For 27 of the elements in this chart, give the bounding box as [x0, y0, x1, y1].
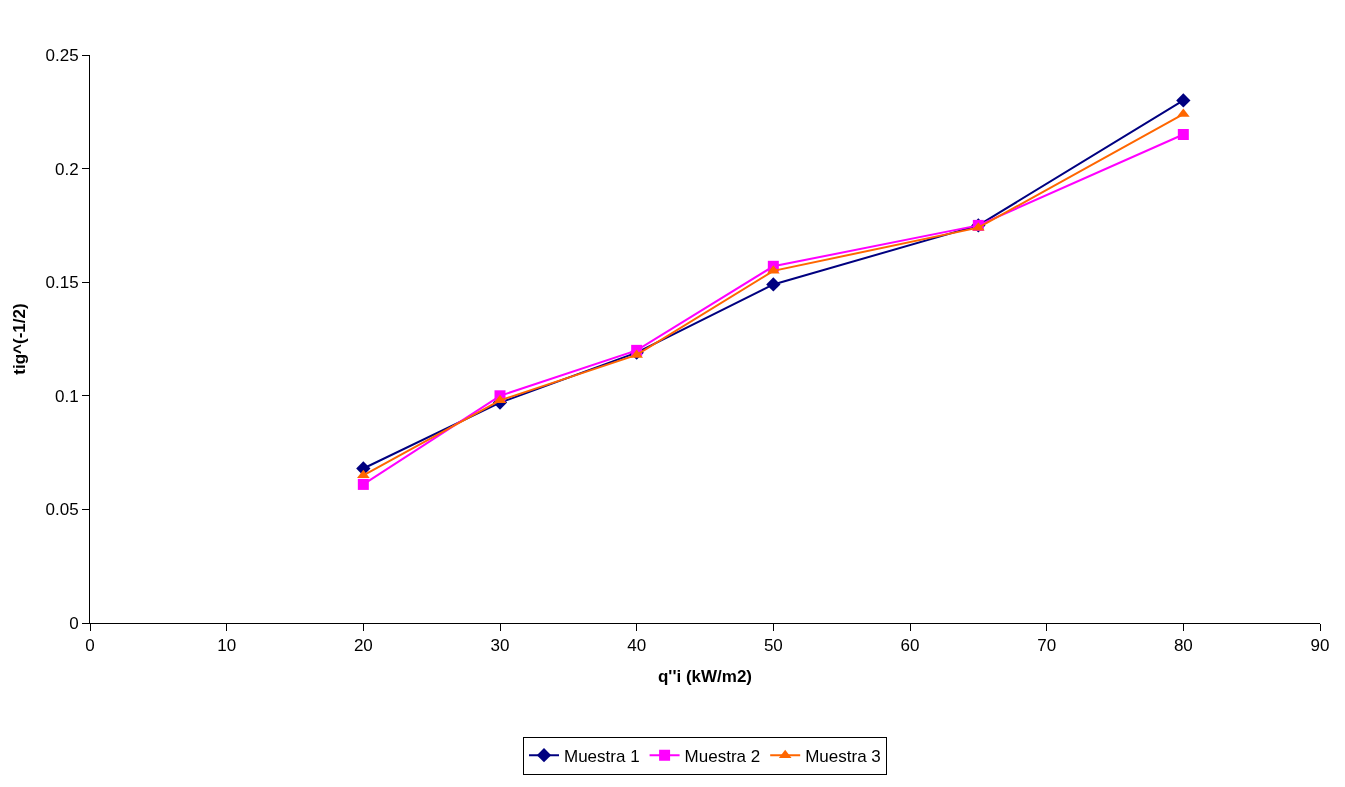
x-tick-label: 10 — [217, 636, 237, 656]
x-tick-label: 60 — [900, 636, 920, 656]
y-tick-label: 0.1 — [54, 386, 79, 406]
x-tick-label: 30 — [490, 636, 510, 656]
y-tick-label: 0.15 — [45, 273, 79, 293]
point — [493, 394, 507, 404]
legend-label: Muestra 3 — [805, 746, 881, 766]
x-tick-label: 70 — [1037, 636, 1057, 656]
y-tick-label: 0.25 — [45, 45, 79, 65]
legend-label: Muestra 1 — [564, 746, 640, 766]
y-axis-title: tig^(-1/2) — [10, 303, 30, 375]
x-tick-label: 20 — [353, 636, 373, 656]
y-tick-label: 0.2 — [54, 159, 79, 179]
y-tick-label: 0.05 — [45, 500, 79, 520]
point — [1176, 93, 1191, 108]
x-tick-label: 90 — [1310, 636, 1330, 656]
x-tick-label: 40 — [627, 636, 647, 656]
x-tick-label: 50 — [763, 636, 783, 656]
legend-label: Muestra 2 — [684, 746, 761, 766]
x-axis-title: q''i (kW/m2) — [657, 666, 753, 686]
point — [1177, 129, 1189, 141]
point — [766, 277, 781, 292]
point — [356, 469, 370, 479]
x-tick-label: 0 — [85, 636, 95, 656]
y-tick-label: 0 — [69, 613, 79, 633]
point — [357, 478, 369, 490]
x-tick-label: 80 — [1173, 636, 1193, 656]
